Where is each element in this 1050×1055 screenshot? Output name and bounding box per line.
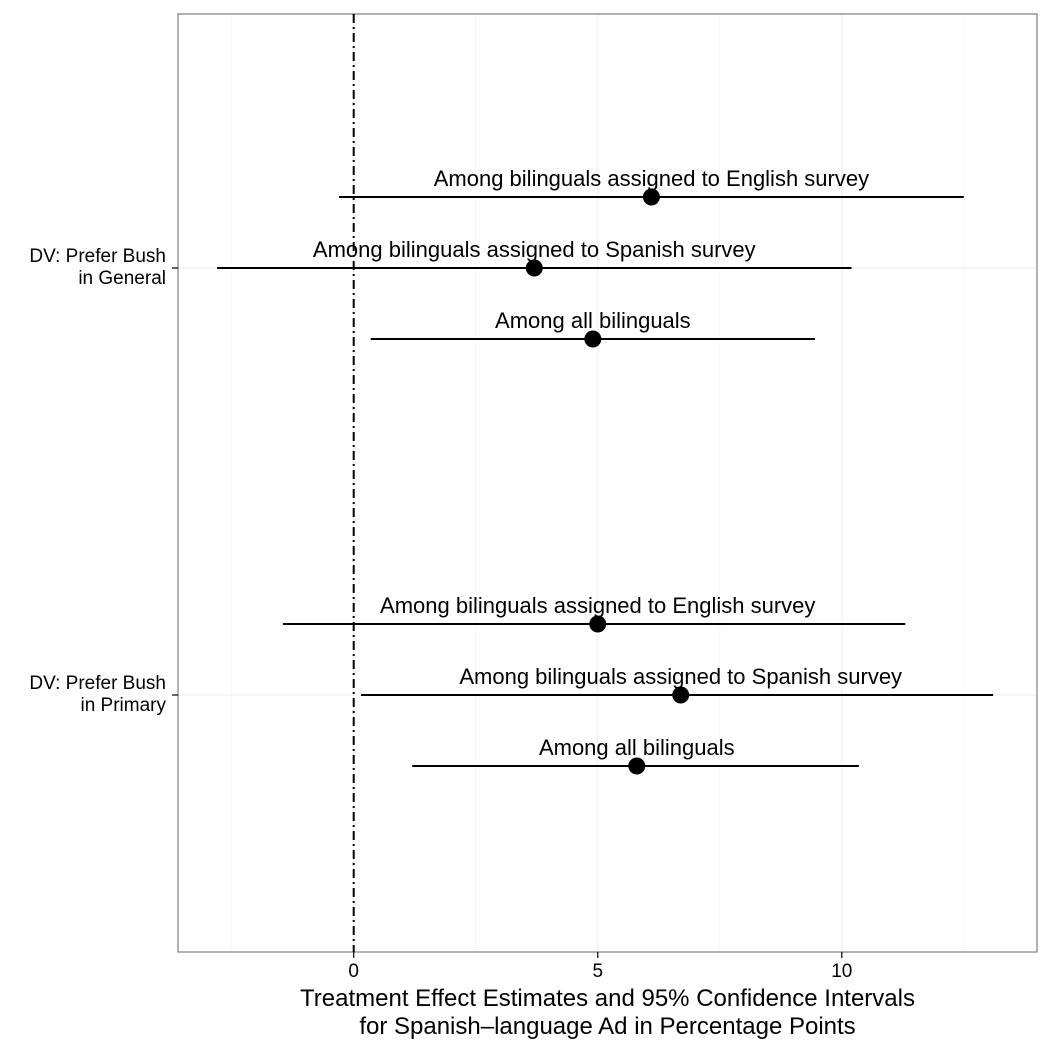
y-axis-group-label: in General [78,268,166,289]
estimate-marks: Among bilinguals assigned to English sur… [217,166,994,775]
y-axis-group-label: DV: Prefer Bush [29,246,166,267]
grid-lines [178,14,1037,952]
estimate-label: Among all bilinguals [495,308,691,333]
y-axis-group-label: in Primary [80,695,166,716]
plot-panel-border [177,13,1038,953]
x-axis-tick-label: 5 [592,961,603,982]
x-axis-title-line: for Spanish–language Ad in Percentage Po… [359,1013,855,1040]
x-axis-title-line: Treatment Effect Estimates and 95% Confi… [300,985,915,1012]
point-estimate [672,686,690,704]
point-estimate [642,188,660,206]
point-estimate [628,757,646,775]
point-estimate [584,330,602,348]
x-axis-tick-label: 0 [348,961,359,982]
y-axis-group-label: DV: Prefer Bush [29,673,166,694]
estimate-label: Among bilinguals assigned to Spanish sur… [313,237,756,262]
estimate-label: Among all bilinguals [539,735,735,760]
x-axis-tick-label: 10 [831,961,852,982]
x-axis-title: Treatment Effect Estimates and 95% Confi… [300,985,915,1040]
x-axis: 0 5 10 [348,952,852,982]
point-estimate [525,259,543,277]
point-estimate [589,615,607,633]
estimate-label: Among bilinguals assigned to English sur… [434,166,869,191]
estimate-label: Among bilinguals assigned to Spanish sur… [459,664,902,689]
estimate-label: Among bilinguals assigned to English sur… [380,593,815,618]
